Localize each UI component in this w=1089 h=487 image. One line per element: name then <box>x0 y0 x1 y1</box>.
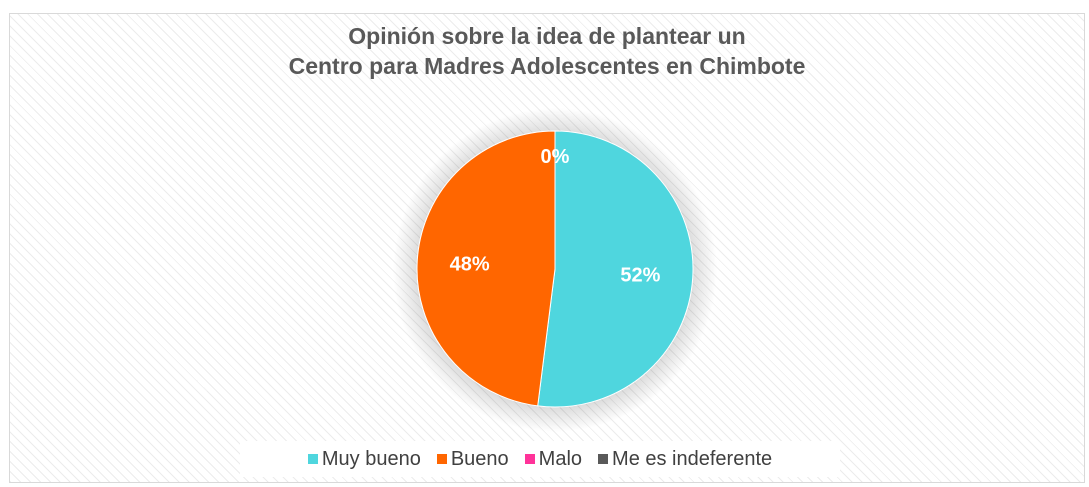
legend-item-me-es-indeferente[interactable]: Me es indeferente <box>598 448 772 471</box>
chart-title-line-1: Opinión sobre la idea de plantear un <box>348 23 746 49</box>
legend-swatch-me-es-indeferente <box>598 454 609 464</box>
data-label-bueno: 48% <box>450 254 490 276</box>
chart-area: Opinión sobre la idea de plantear un Cen… <box>9 13 1085 483</box>
pie-slice-bueno <box>416 130 556 407</box>
legend-label-bueno: Bueno <box>450 447 509 470</box>
legend-item-malo[interactable]: Malo <box>524 447 583 471</box>
chart-title: Opinión sobre la idea de plantear un Cen… <box>10 21 1084 81</box>
legend-swatch-bueno <box>436 454 447 464</box>
data-label-muy-bueno: 52% <box>620 264 660 286</box>
legend-swatch-malo <box>524 454 535 464</box>
legend-label-malo: Malo <box>538 447 583 470</box>
pie-chart: 52% 48% 0% <box>393 108 717 432</box>
data-label-malo: 0% <box>541 146 570 168</box>
chart-title-line-2: Centro para Madres Adolescentes en Chimb… <box>288 53 806 79</box>
legend: Muy bueno Bueno Malo Me es indeferente <box>240 441 840 477</box>
legend-item-bueno[interactable]: Bueno <box>436 447 509 471</box>
legend-item-muy-bueno[interactable]: Muy bueno <box>307 447 421 471</box>
pie-slice-muy-bueno <box>537 130 694 408</box>
legend-label-muy-bueno: Muy bueno <box>321 447 421 470</box>
legend-label-me-es-indeferente: Me es indeferente <box>612 447 773 470</box>
legend-swatch-muy-bueno <box>307 454 318 464</box>
